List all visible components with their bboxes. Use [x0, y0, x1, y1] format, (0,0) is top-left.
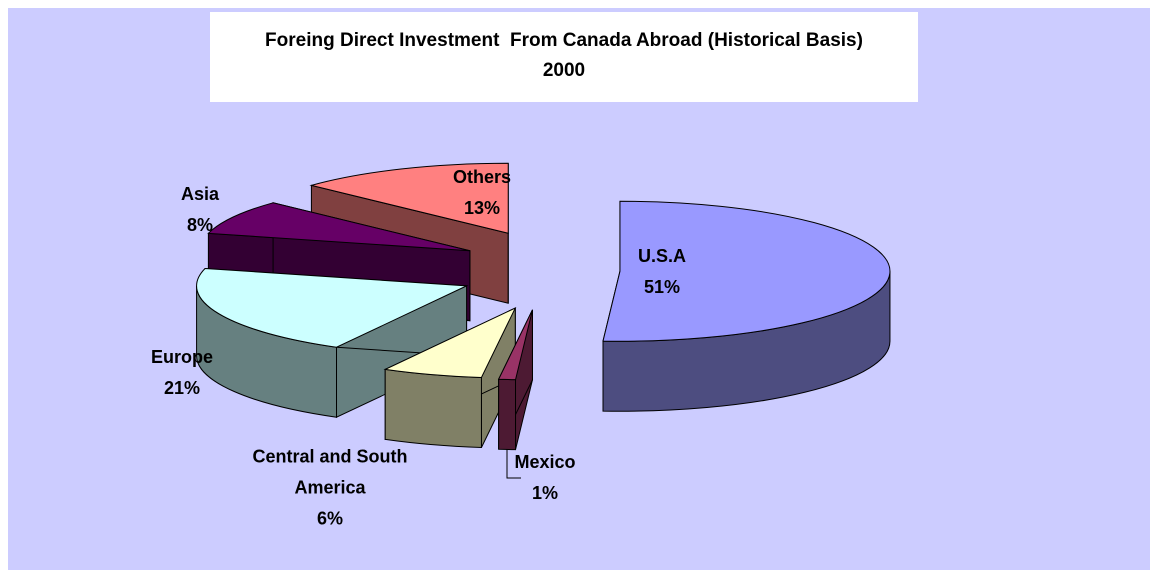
- data-label: Others 13%: [427, 162, 537, 224]
- label-name: Central and South America: [252, 446, 408, 498]
- slice-top: [602, 200, 891, 342]
- slice: [196, 267, 469, 419]
- label-value: 21%: [163, 378, 201, 398]
- slice: [383, 306, 517, 449]
- slice: [602, 200, 891, 412]
- label-name: Mexico: [514, 452, 576, 472]
- data-label: Central and South America 6%: [220, 442, 440, 535]
- slice-top: [383, 306, 517, 379]
- label-name: Europe: [150, 347, 213, 367]
- label-name: Asia: [180, 184, 220, 204]
- leader-line: [506, 440, 521, 479]
- data-label: U.S.A 51%: [617, 241, 707, 303]
- slice-side: [384, 368, 482, 449]
- chart-subtitle: 2000: [542, 60, 586, 81]
- label-value: 6%: [316, 508, 343, 529]
- slice-top: [207, 202, 471, 252]
- label-name: Others: [452, 167, 512, 187]
- data-label: Asia 8%: [155, 179, 245, 241]
- label-value: 13%: [463, 198, 501, 218]
- slice-top: [309, 162, 509, 234]
- slice-top: [196, 267, 469, 348]
- chart-title: Foreing Direct Investment From Canada Ab…: [265, 30, 863, 51]
- title-box: Foreing Direct Investment From Canada Ab…: [210, 12, 918, 102]
- slice: [497, 309, 533, 451]
- label-value: 51%: [643, 277, 681, 297]
- data-label: Mexico 1%: [500, 447, 590, 509]
- slice-top: [497, 309, 533, 381]
- label-value: 1%: [531, 483, 558, 503]
- label-value: 8%: [186, 215, 213, 235]
- label-name: U.S.A: [637, 246, 686, 266]
- data-label: Europe 21%: [137, 342, 227, 404]
- slice-side: [498, 378, 517, 451]
